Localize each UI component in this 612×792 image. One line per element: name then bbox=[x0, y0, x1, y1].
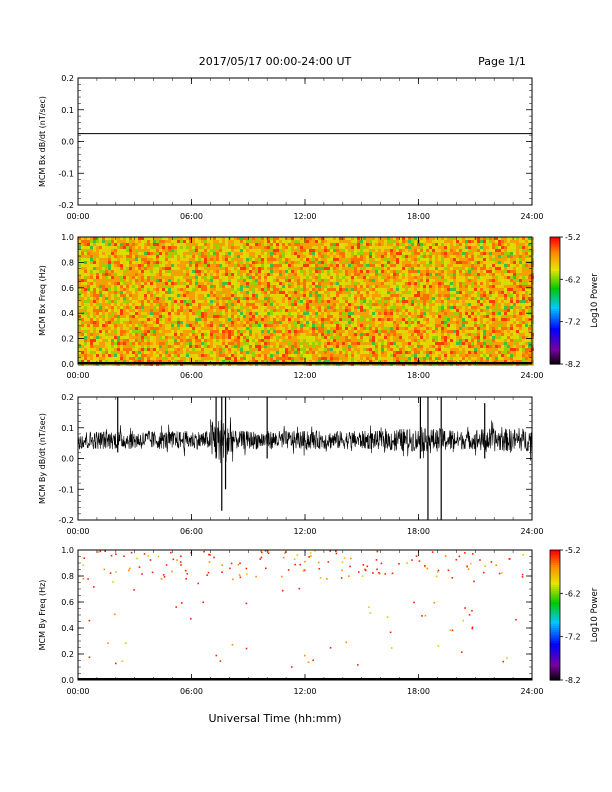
y-axis-label: MCM By Freq (Hz) bbox=[38, 580, 47, 651]
x-tick-label: 00:00 bbox=[66, 527, 89, 536]
colorbar-tick-label: -8.2 bbox=[565, 676, 581, 685]
y-tick-label: -0.1 bbox=[58, 485, 74, 494]
colorbar-tick-label: -6.2 bbox=[565, 589, 581, 598]
bx-spectrogram-cells bbox=[78, 237, 534, 366]
x-tick-label: 12:00 bbox=[293, 371, 316, 380]
colorbar-frame bbox=[549, 549, 561, 681]
colorbar-label: Log10 Power bbox=[590, 273, 600, 328]
y-tick-label: 1.0 bbox=[61, 233, 74, 242]
y-tick-label: 0.6 bbox=[61, 284, 74, 293]
x-tick-label: 06:00 bbox=[180, 687, 203, 696]
y-axis-label: MCM Bx dB/dt (nT/sec) bbox=[38, 96, 47, 187]
y-axis-label: MCM By dB/dt (nT/sec) bbox=[38, 413, 47, 504]
x-tick-label: 06:00 bbox=[180, 527, 203, 536]
y-tick-label: 0.8 bbox=[61, 572, 74, 581]
x-tick-label: 00:00 bbox=[66, 371, 89, 380]
y-tick-label: 1.0 bbox=[61, 546, 74, 555]
colorbar-tick-label: -5.2 bbox=[565, 233, 581, 242]
y-tick-label: 0.0 bbox=[61, 455, 74, 464]
y-tick-label: 0.4 bbox=[61, 309, 74, 318]
y-axis-label: MCM Bx Freq (Hz) bbox=[38, 265, 47, 336]
y-tick-label: 0.4 bbox=[61, 624, 74, 633]
x-tick-label: 06:00 bbox=[180, 371, 203, 380]
colorbar-tick-label: -5.2 bbox=[565, 546, 581, 555]
colorbar-tick-label: -7.2 bbox=[565, 633, 581, 642]
y-tick-label: -0.1 bbox=[58, 169, 74, 178]
y-tick-label: 0.0 bbox=[61, 676, 74, 685]
y-tick-label: 0.2 bbox=[61, 650, 74, 659]
panel-3: 0.2 0.1 0.0 -0.1 -0.2 00:00 06:00 12:00 18:00 24:… bbox=[38, 393, 544, 536]
panels: 0.2 0.1 0.0 -0.1 -0.2 00:00 06:00 12:00 18:00 24:… bbox=[38, 74, 600, 696]
panel-frame bbox=[77, 77, 533, 206]
y-tick-label: 0.1 bbox=[61, 106, 74, 115]
panel-1: 0.2 0.1 0.0 -0.1 -0.2 00:00 06:00 12:00 18:00 24:… bbox=[38, 74, 544, 221]
by-dbdt-series bbox=[77, 397, 533, 520]
y-tick-label: 0.1 bbox=[61, 424, 74, 433]
x-tick-label: 18:00 bbox=[407, 371, 430, 380]
x-axis-label: Universal Time (hh:mm) bbox=[209, 712, 342, 725]
colorbar-tick-label: -8.2 bbox=[565, 360, 581, 369]
y-tick-label: 0.0 bbox=[61, 138, 74, 147]
panel-frame bbox=[77, 396, 533, 521]
y-tick-label: 0.6 bbox=[61, 598, 74, 607]
x-tick-label: 12:00 bbox=[293, 687, 316, 696]
y-tick-label: 0.0 bbox=[61, 360, 74, 369]
x-tick-label: 12:00 bbox=[293, 527, 316, 536]
y-tick-label: 0.2 bbox=[61, 335, 74, 344]
y-tick-label: -0.2 bbox=[58, 516, 74, 525]
x-tick-label: 18:00 bbox=[407, 212, 430, 221]
x-tick-label: 12:00 bbox=[293, 212, 316, 221]
colorbar-frame bbox=[549, 236, 561, 365]
y-tick-label: 0.8 bbox=[61, 258, 74, 267]
by-spectrogram-dots bbox=[82, 550, 525, 668]
colorbar: -5.2 -6.2 -7.2 -8.2 Log10 Power bbox=[549, 546, 600, 685]
colorbar-tick-label: -7.2 bbox=[565, 318, 581, 327]
panel-4: 1.0 0.8 0.6 0.4 0.2 0.0 00:00 06:00 12:00 18:00 24… bbox=[38, 546, 600, 696]
x-tick-label: 24:00 bbox=[520, 371, 543, 380]
panel-2: 1.0 0.8 0.6 0.4 0.2 0.0 00:00 06:00 12:00 18:00 24… bbox=[38, 233, 600, 380]
x-tick-label: 06:00 bbox=[180, 212, 203, 221]
colorbar-label: Log10 Power bbox=[590, 587, 600, 642]
y-tick-label: 0.2 bbox=[61, 393, 74, 402]
x-tick-label: 24:00 bbox=[520, 527, 543, 536]
y-tick-label: -0.2 bbox=[58, 201, 74, 210]
x-tick-label: 18:00 bbox=[407, 527, 430, 536]
x-tick-label: 24:00 bbox=[520, 212, 543, 221]
y-tick-label: 0.2 bbox=[61, 74, 74, 83]
x-tick-label: 24:00 bbox=[520, 687, 543, 696]
x-tick-label: 18:00 bbox=[407, 687, 430, 696]
by-dbdt-trace bbox=[77, 417, 533, 464]
colorbar-tick-label: -6.2 bbox=[565, 275, 581, 284]
x-tick-label: 00:00 bbox=[66, 212, 89, 221]
date-range-title: 2017/05/17 00:00-24:00 UT bbox=[199, 55, 352, 68]
x-tick-label: 00:00 bbox=[66, 687, 89, 696]
colorbar: -5.2 -6.2 -7.2 -8.2 Log10 Power bbox=[549, 233, 600, 369]
page-number: Page 1/1 bbox=[478, 55, 526, 68]
